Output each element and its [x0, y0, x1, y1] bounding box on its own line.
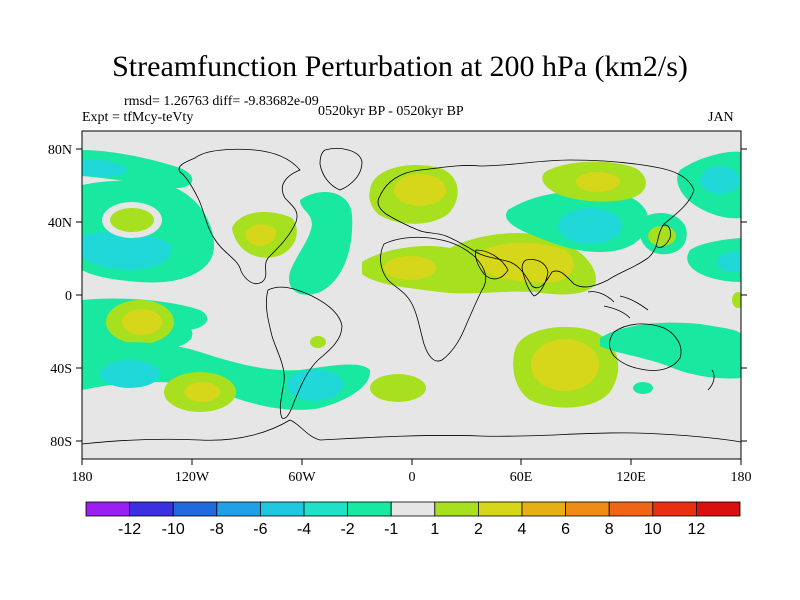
- contour-pos2-indian-ocean: [531, 339, 599, 391]
- colorbar-label: 4: [518, 521, 527, 538]
- coast-africa: [380, 236, 487, 362]
- rmsd-text: rmsd= 1.26763 diff= -9.83682e-09: [124, 94, 319, 109]
- contour-neg-atlantic-arc: [289, 192, 353, 295]
- colorbar-label: 1: [430, 521, 439, 538]
- colorbar-label: 12: [688, 521, 706, 538]
- contour-neg2-epacific: [717, 252, 741, 272]
- colorbar-swatch: [477, 501, 523, 517]
- expt-text: Expt = tfMcy-teVty: [82, 110, 194, 125]
- contour-pos2-siberia: [576, 172, 620, 192]
- colorbar-label: 8: [605, 521, 614, 538]
- figure-title: Streamfunction Perturbation at 200 hPa (…: [112, 50, 688, 83]
- colorbar-swatch: [521, 501, 566, 517]
- colorbar-swatch: [172, 501, 218, 517]
- coast-south-america: [265, 286, 343, 419]
- coast-new-zealand: [707, 369, 715, 391]
- colorbar-label: -2: [340, 521, 354, 538]
- contour-neg2-s-argentina: [287, 369, 343, 401]
- contour-neg2-arctic-east: [700, 166, 740, 194]
- colorbar-swatch: [347, 501, 392, 517]
- colorbar-labels: -12 -10 -8 -6 -4 -2 -1 1 2 4 6 8 10 12: [118, 521, 705, 538]
- lon-ticks: [81, 459, 742, 465]
- coast-greenland: [319, 148, 363, 191]
- coast-australia: [609, 323, 682, 371]
- lat-label-80n: 80N: [48, 143, 72, 158]
- lon-label-60w: 60W: [288, 470, 316, 485]
- lat-label-40n: 40N: [48, 216, 72, 231]
- coast-north-america: [178, 148, 301, 284]
- lon-label-0: 0: [409, 470, 416, 485]
- colorbar-swatch: [390, 501, 436, 517]
- lon-label-120e: 120E: [616, 470, 646, 485]
- contour-pos-far-right: [732, 292, 741, 308]
- contour-pos-s-brazil: [310, 336, 326, 348]
- lon-label-180e: 180: [731, 470, 752, 485]
- colorbar-label: -4: [297, 521, 311, 538]
- contour-neg2-arctic-west: [82, 159, 128, 177]
- contour-pos2-asia: [476, 242, 574, 283]
- contour-pos-npacific-core: [110, 208, 154, 232]
- contour-neg2-npacific: [82, 231, 172, 270]
- colorbar-label: -10: [162, 521, 185, 538]
- colorbar-swatch: [565, 501, 610, 517]
- coast-india: [521, 259, 549, 297]
- colorbar-label: 2: [474, 521, 483, 538]
- lon-label-120w: 120W: [175, 470, 210, 485]
- contour-neg2-nasia: [558, 208, 622, 244]
- coast-se-asia: [587, 291, 649, 319]
- colorbar-swatch: [216, 501, 261, 517]
- coast-eurasia: [377, 159, 695, 289]
- lon-label-180w: 180: [72, 470, 93, 485]
- colorbar-swatch: [696, 501, 741, 517]
- lat-label-40s: 40S: [50, 362, 72, 377]
- lat-label-0: 0: [65, 289, 72, 304]
- contour-neg-s-indian-small: [633, 382, 653, 394]
- contour-pos2-africa: [384, 256, 436, 280]
- contour-pos2-europe: [394, 174, 446, 206]
- colorbar-label: -6: [253, 521, 267, 538]
- colorbar-swatch: [434, 501, 479, 517]
- contour-pos2-spacific: [122, 309, 162, 335]
- coast-arabia: [475, 249, 509, 280]
- colorbar-swatch: [259, 501, 305, 517]
- lon-labels: 180 120W 60W 0 60E 120E 180: [72, 470, 752, 485]
- colorbar-swatch: [85, 501, 130, 517]
- colorbar-swatch: [303, 501, 348, 517]
- contour-fill-layer: [82, 150, 741, 412]
- coast-japan: [655, 224, 671, 248]
- colorbar: [85, 501, 741, 517]
- contour-pos2-namerica: [245, 224, 277, 246]
- colorbar-label: 6: [561, 521, 570, 538]
- colorbar-swatch: [652, 501, 697, 517]
- lat-label-80s: 80S: [50, 435, 72, 450]
- lon-label-60e: 60E: [510, 470, 533, 485]
- contour-neg-australia: [600, 322, 741, 379]
- lat-ticks: [76, 148, 747, 442]
- contour-pos2-s-pacific2: [184, 382, 220, 402]
- colorbar-label: -8: [210, 521, 224, 538]
- lat-labels: 80N 40N 0 40S 80S: [48, 143, 72, 450]
- contour-neg-arctic-west: [82, 150, 193, 189]
- month-text: JAN: [708, 110, 734, 125]
- contour-pos-japan: [648, 226, 676, 246]
- colorbar-label: 10: [644, 521, 662, 538]
- contour-neg2-s-pacific: [100, 360, 160, 388]
- contour-pos-s-atlantic: [370, 374, 426, 402]
- coastlines: [82, 148, 741, 445]
- colorbar-swatch: [608, 501, 654, 517]
- colorbar-label: -12: [118, 521, 141, 538]
- coast-antarctica: [82, 419, 741, 445]
- colorbar-swatch: [129, 501, 174, 517]
- colorbar-label: -1: [384, 521, 398, 538]
- period-text: 0520kyr BP - 0520kyr BP: [318, 104, 464, 119]
